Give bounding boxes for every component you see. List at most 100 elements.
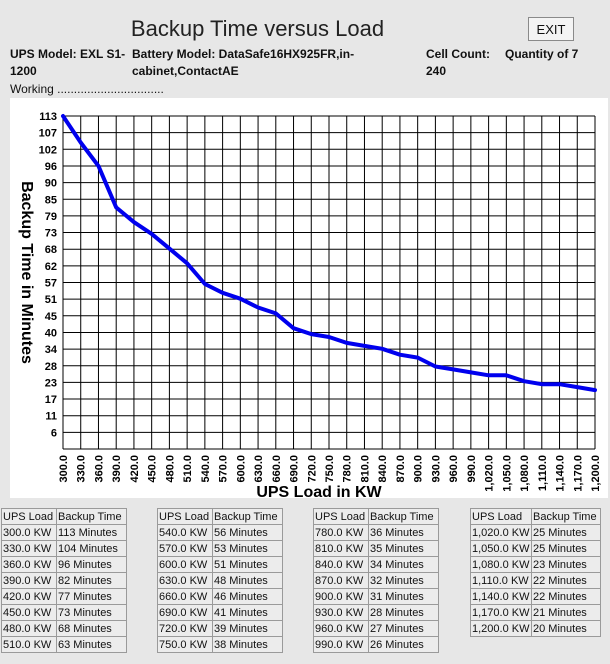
x-tick-label: 870.0 bbox=[395, 455, 407, 483]
backup-time-cell: 32 Minutes bbox=[368, 572, 439, 589]
table-row: 480.0 KW 68 Minutes bbox=[1, 620, 127, 637]
data-point bbox=[309, 332, 313, 336]
x-tick-label: 510.0 bbox=[182, 455, 194, 483]
backup-time-cell: 21 Minutes bbox=[531, 604, 601, 621]
ups-load-cell: 810.0 KW bbox=[313, 540, 369, 557]
y-tick-label: 6 bbox=[51, 427, 57, 439]
backup-time-cell: 104 Minutes bbox=[56, 540, 127, 557]
ups-model: UPS Model: EXL S1-1200 bbox=[10, 47, 126, 78]
backup-time-cell: 23 Minutes bbox=[531, 556, 601, 573]
table-header-row: UPS Load Backup Time bbox=[1, 508, 127, 525]
cell-count: Cell Count: 240 bbox=[426, 47, 490, 78]
ups-load-cell: 510.0 KW bbox=[1, 636, 57, 653]
x-tick-label: 840.0 bbox=[377, 455, 389, 483]
backup-time-cell: 39 Minutes bbox=[212, 620, 283, 637]
load-table-2: UPS Load Backup Time 540.0 KW 56 Minutes 570… bbox=[157, 508, 283, 653]
ups-load-cell: 300.0 KW bbox=[1, 524, 57, 541]
ups-load-header: UPS Load bbox=[1, 508, 57, 525]
data-point bbox=[292, 326, 296, 330]
ups-load-cell: 1,200.0 KW bbox=[470, 620, 532, 637]
y-tick-label: 113 bbox=[39, 111, 57, 123]
x-tick-label: 1,140.0 bbox=[555, 455, 567, 492]
backup-chart: 113 107 102 96 90 85 79 73 68 62 57 51 45 40 34 28 23 17 1… bbox=[10, 98, 608, 498]
ups-load-header: UPS Load bbox=[313, 508, 369, 525]
ups-load-cell: 780.0 KW bbox=[313, 524, 369, 541]
x-tick-label: 420.0 bbox=[129, 455, 141, 483]
table-row: 960.0 KW 27 Minutes bbox=[313, 620, 439, 637]
backup-time-cell: 25 Minutes bbox=[531, 524, 601, 541]
backup-time-cell: 113 Minutes bbox=[56, 524, 127, 541]
y-tick-label: 73 bbox=[45, 228, 57, 240]
table-row: 570.0 KW 53 Minutes bbox=[157, 540, 283, 557]
battery-model: Battery Model: DataSafe16HX925FR,in-cabi… bbox=[132, 47, 355, 78]
x-tick-label: 330.0 bbox=[76, 455, 88, 483]
ups-load-cell: 1,080.0 KW bbox=[470, 556, 532, 573]
backup-time-header: Backup Time bbox=[56, 508, 127, 525]
table-row: 330.0 KW 104 Minutes bbox=[1, 540, 127, 557]
x-tick-label: 930.0 bbox=[430, 455, 442, 483]
y-tick-label: 85 bbox=[45, 194, 57, 206]
y-tick-label: 107 bbox=[39, 128, 57, 140]
backup-time-cell: 27 Minutes bbox=[368, 620, 439, 637]
chart-svg: 113 107 102 96 90 85 79 73 68 62 57 51 45 40 34 28 23 17 1… bbox=[18, 111, 602, 498]
ups-load-cell: 1,110.0 KW bbox=[470, 572, 532, 589]
y-tick-label: 90 bbox=[45, 178, 57, 190]
ups-load-header: UPS Load bbox=[157, 508, 213, 525]
x-tick-label: 600.0 bbox=[235, 455, 247, 483]
y-tick-label: 11 bbox=[45, 411, 57, 423]
x-tick-label: 360.0 bbox=[93, 455, 105, 483]
x-tick-label: 720.0 bbox=[306, 455, 318, 483]
status-text: Working ................................ bbox=[10, 82, 164, 96]
backup-time-cell: 36 Minutes bbox=[368, 524, 439, 541]
y-tick-label: 23 bbox=[45, 377, 57, 389]
table-row: 510.0 KW 63 Minutes bbox=[1, 636, 127, 653]
ups-load-cell: 480.0 KW bbox=[1, 620, 57, 637]
y-tick-label: 40 bbox=[45, 327, 57, 339]
y-tick-label: 96 bbox=[45, 161, 57, 173]
x-tick-label: 960.0 bbox=[448, 455, 460, 483]
x-tick-label: 1,200.0 bbox=[590, 455, 602, 492]
data-point bbox=[114, 205, 118, 209]
ups-load-cell: 570.0 KW bbox=[157, 540, 213, 557]
backup-time-cell: 77 Minutes bbox=[56, 588, 127, 605]
x-tick-label: 990.0 bbox=[466, 455, 478, 483]
x-tick-label: 1,050.0 bbox=[501, 455, 513, 492]
data-point bbox=[469, 370, 473, 374]
backup-time-cell: 46 Minutes bbox=[212, 588, 283, 605]
ups-load-cell: 540.0 KW bbox=[157, 524, 213, 541]
table-row: 1,110.0 KW 22 Minutes bbox=[470, 572, 601, 589]
x-tick-label: 1,110.0 bbox=[537, 455, 549, 491]
table-row: 600.0 KW 51 Minutes bbox=[157, 556, 283, 573]
x-tick-label: 750.0 bbox=[324, 455, 336, 483]
backup-time-cell: 96 Minutes bbox=[56, 556, 127, 573]
backup-time-cell: 34 Minutes bbox=[368, 556, 439, 573]
load-table-3: UPS Load Backup Time 780.0 KW 36 Minutes 810… bbox=[313, 508, 439, 653]
ups-load-cell: 930.0 KW bbox=[313, 604, 369, 621]
ups-load-cell: 720.0 KW bbox=[157, 620, 213, 637]
table-row: 900.0 KW 31 Minutes bbox=[313, 588, 439, 605]
exit-button[interactable]: EXIT bbox=[528, 17, 574, 41]
x-tick-label: 390.0 bbox=[111, 455, 123, 483]
y-tick-label: 45 bbox=[45, 311, 57, 323]
table-row: 1,020.0 KW 25 Minutes bbox=[470, 524, 601, 541]
data-point bbox=[398, 353, 402, 357]
y-tick-label: 34 bbox=[45, 344, 58, 356]
table-row: 930.0 KW 28 Minutes bbox=[313, 604, 439, 621]
backup-time-header: Backup Time bbox=[212, 508, 283, 525]
y-axis-title: Backup Time in Minutes bbox=[18, 181, 35, 364]
data-point bbox=[451, 367, 455, 371]
backup-time-cell: 73 Minutes bbox=[56, 604, 127, 621]
table-row: 630.0 KW 48 Minutes bbox=[157, 572, 283, 589]
backup-time-cell: 20 Minutes bbox=[531, 620, 601, 637]
table-row: 1,200.0 KW 20 Minutes bbox=[470, 620, 601, 637]
table-row: 1,170.0 KW 21 Minutes bbox=[470, 604, 601, 621]
backup-time-cell: 68 Minutes bbox=[56, 620, 127, 637]
quantity: Quantity of 7 bbox=[505, 47, 579, 61]
data-point bbox=[274, 311, 278, 315]
ups-load-cell: 750.0 KW bbox=[157, 636, 213, 653]
table-row: 660.0 KW 46 Minutes bbox=[157, 588, 283, 605]
ups-load-cell: 840.0 KW bbox=[313, 556, 369, 573]
ups-load-cell: 630.0 KW bbox=[157, 572, 213, 589]
backup-time-header: Backup Time bbox=[368, 508, 439, 525]
x-tick-label: 780.0 bbox=[342, 455, 354, 483]
